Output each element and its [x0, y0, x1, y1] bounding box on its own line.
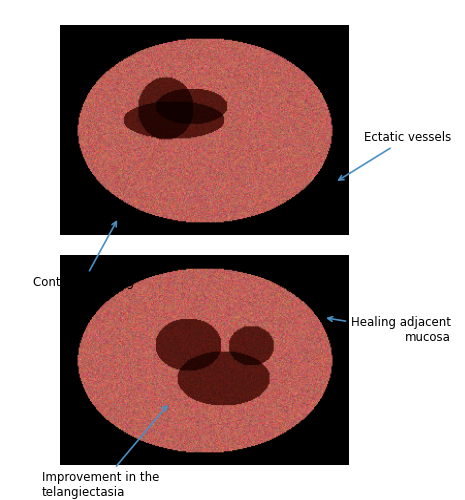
Text: Ectatic vessels: Ectatic vessels: [339, 131, 451, 180]
Text: Contact bleeding: Contact bleeding: [33, 222, 133, 289]
Text: A: A: [70, 28, 81, 42]
Text: Improvement in the
telangiectasia: Improvement in the telangiectasia: [42, 406, 167, 499]
Text: B: B: [70, 258, 81, 272]
Text: Healing adjacent
mucosa: Healing adjacent mucosa: [328, 316, 451, 344]
